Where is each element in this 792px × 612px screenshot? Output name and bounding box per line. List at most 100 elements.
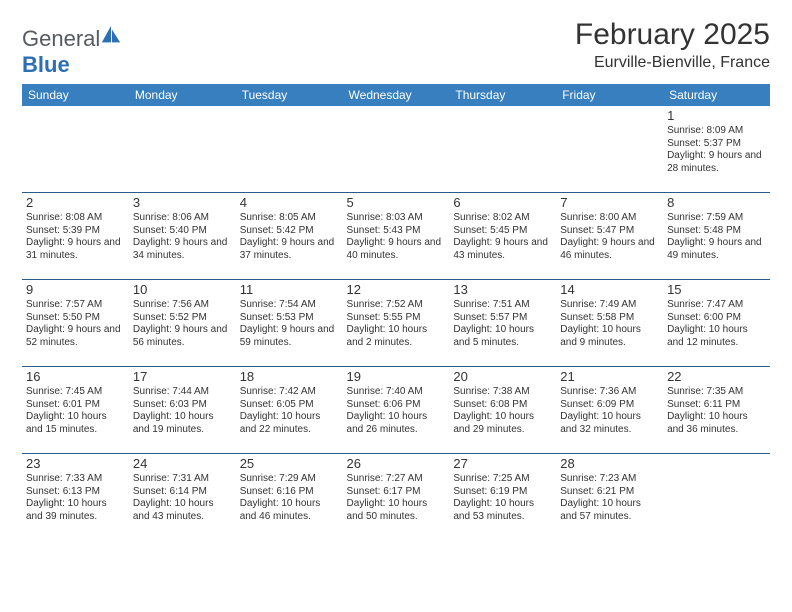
sunrise-line: Sunrise: 7:27 AM <box>347 473 423 484</box>
calendar-cell: 12Sunrise: 7:52 AMSunset: 5:55 PMDayligh… <box>343 280 450 367</box>
daylight-line: Daylight: 9 hours and 37 minutes. <box>240 237 335 261</box>
day-info: Sunrise: 8:06 AMSunset: 5:40 PMDaylight:… <box>133 212 232 262</box>
day-info: Sunrise: 8:08 AMSunset: 5:39 PMDaylight:… <box>26 212 125 262</box>
sunrise-line: Sunrise: 8:00 AM <box>560 212 636 223</box>
sunset-line: Sunset: 5:48 PM <box>667 225 741 236</box>
daylight-line: Daylight: 10 hours and 50 minutes. <box>347 498 428 522</box>
sunrise-line: Sunrise: 7:29 AM <box>240 473 316 484</box>
sunset-line: Sunset: 6:05 PM <box>240 399 314 410</box>
sunrise-line: Sunrise: 7:57 AM <box>26 299 102 310</box>
sunset-line: Sunset: 6:03 PM <box>133 399 207 410</box>
daylight-line: Daylight: 9 hours and 59 minutes. <box>240 324 335 348</box>
calendar-cell: 11Sunrise: 7:54 AMSunset: 5:53 PMDayligh… <box>236 280 343 367</box>
daylight-line: Daylight: 10 hours and 29 minutes. <box>453 411 534 435</box>
sunrise-line: Sunrise: 7:36 AM <box>560 386 636 397</box>
sunset-line: Sunset: 5:42 PM <box>240 225 314 236</box>
sunrise-line: Sunrise: 7:42 AM <box>240 386 316 397</box>
sunset-line: Sunset: 5:39 PM <box>26 225 100 236</box>
logo-text: General Blue <box>22 24 122 78</box>
calendar-cell: 7Sunrise: 8:00 AMSunset: 5:47 PMDaylight… <box>556 193 663 280</box>
calendar-row: 23Sunrise: 7:33 AMSunset: 6:13 PMDayligh… <box>22 454 770 541</box>
day-number: 15 <box>667 282 766 298</box>
weekday-header-row: Sunday Monday Tuesday Wednesday Thursday… <box>22 84 770 106</box>
day-number: 11 <box>240 282 339 298</box>
sunset-line: Sunset: 6:14 PM <box>133 486 207 497</box>
daylight-line: Daylight: 10 hours and 9 minutes. <box>560 324 641 348</box>
calendar-cell: 1Sunrise: 8:09 AMSunset: 5:37 PMDaylight… <box>663 106 770 193</box>
calendar-cell: 25Sunrise: 7:29 AMSunset: 6:16 PMDayligh… <box>236 454 343 541</box>
daylight-line: Daylight: 10 hours and 46 minutes. <box>240 498 321 522</box>
daylight-line: Daylight: 10 hours and 26 minutes. <box>347 411 428 435</box>
day-info: Sunrise: 8:02 AMSunset: 5:45 PMDaylight:… <box>453 212 552 262</box>
day-number: 3 <box>133 195 232 211</box>
day-number: 22 <box>667 369 766 385</box>
calendar-row: 2Sunrise: 8:08 AMSunset: 5:39 PMDaylight… <box>22 193 770 280</box>
sunrise-line: Sunrise: 7:40 AM <box>347 386 423 397</box>
day-number: 9 <box>26 282 125 298</box>
day-info: Sunrise: 7:33 AMSunset: 6:13 PMDaylight:… <box>26 473 125 523</box>
daylight-line: Daylight: 9 hours and 31 minutes. <box>26 237 121 261</box>
day-info: Sunrise: 7:42 AMSunset: 6:05 PMDaylight:… <box>240 386 339 436</box>
day-info: Sunrise: 7:25 AM Sunset: 6:19 PMDaylight:… <box>453 473 552 523</box>
logo: General Blue <box>22 18 122 78</box>
calendar-cell: 15Sunrise: 7:47 AMSunset: 6:00 PMDayligh… <box>663 280 770 367</box>
calendar-cell: 22Sunrise: 7:35 AMSunset: 6:11 PMDayligh… <box>663 367 770 454</box>
day-number: 19 <box>347 369 446 385</box>
daylight-line: Daylight: 10 hours and 39 minutes. <box>26 498 107 522</box>
sunset-line: Sunset: 5:40 PM <box>133 225 207 236</box>
daylight-line: Daylight: 10 hours and 36 minutes. <box>667 411 748 435</box>
calendar-cell: 13Sunrise: 7:51 AMSunset: 5:57 PMDayligh… <box>449 280 556 367</box>
daylight-line: Daylight: 10 hours and 2 minutes. <box>347 324 428 348</box>
sunset-line: Sunset: 5:37 PM <box>667 138 741 149</box>
day-number: 2 <box>26 195 125 211</box>
page-title: February 2025 <box>575 18 770 52</box>
calendar-row: 16Sunrise: 7:45 AMSunset: 6:01 PMDayligh… <box>22 367 770 454</box>
day-info: Sunrise: 7:44 AMSunset: 6:03 PMDaylight:… <box>133 386 232 436</box>
calendar-page: General Blue February 2025 Eurville-Bien… <box>0 0 792 540</box>
daylight-line: Daylight: 9 hours and 40 minutes. <box>347 237 442 261</box>
calendar-cell: 14Sunrise: 7:49 AMSunset: 5:58 PMDayligh… <box>556 280 663 367</box>
calendar-cell <box>449 106 556 193</box>
day-info: Sunrise: 8:03 AMSunset: 5:43 PMDaylight:… <box>347 212 446 262</box>
day-info: Sunrise: 7:35 AMSunset: 6:11 PMDaylight:… <box>667 386 766 436</box>
day-number: 18 <box>240 369 339 385</box>
daylight-line: Daylight: 10 hours and 19 minutes. <box>133 411 214 435</box>
day-info: Sunrise: 7:29 AMSunset: 6:16 PMDaylight:… <box>240 473 339 523</box>
sunset-line: Sunset: 6:19 PM <box>453 486 527 497</box>
calendar-cell: 18Sunrise: 7:42 AMSunset: 6:05 PMDayligh… <box>236 367 343 454</box>
sunrise-line: Sunrise: 7:25 AM <box>453 473 529 484</box>
daylight-line: Daylight: 10 hours and 12 minutes. <box>667 324 748 348</box>
daylight-line: Daylight: 10 hours and 15 minutes. <box>26 411 107 435</box>
day-number: 16 <box>26 369 125 385</box>
daylight-line: Daylight: 9 hours and 56 minutes. <box>133 324 228 348</box>
sunrise-line: Sunrise: 7:33 AM <box>26 473 102 484</box>
sunset-line: Sunset: 6:08 PM <box>453 399 527 410</box>
sunset-line: Sunset: 5:52 PM <box>133 312 207 323</box>
weekday-header: Sunday <box>22 84 129 106</box>
sunrise-line: Sunrise: 8:02 AM <box>453 212 529 223</box>
calendar-cell: 24Sunrise: 7:31 AMSunset: 6:14 PMDayligh… <box>129 454 236 541</box>
sunset-line: Sunset: 5:53 PM <box>240 312 314 323</box>
weekday-header: Wednesday <box>343 84 450 106</box>
calendar-cell <box>236 106 343 193</box>
sail-icon <box>100 24 122 46</box>
day-number: 6 <box>453 195 552 211</box>
sunrise-line: Sunrise: 7:35 AM <box>667 386 743 397</box>
daylight-line: Daylight: 9 hours and 43 minutes. <box>453 237 548 261</box>
day-number: 28 <box>560 456 659 472</box>
calendar-cell: 17Sunrise: 7:44 AMSunset: 6:03 PMDayligh… <box>129 367 236 454</box>
daylight-line: Daylight: 10 hours and 57 minutes. <box>560 498 641 522</box>
calendar-cell: 26Sunrise: 7:27 AMSunset: 6:17 PMDayligh… <box>343 454 450 541</box>
calendar-row: 9Sunrise: 7:57 AMSunset: 5:50 PMDaylight… <box>22 280 770 367</box>
sunset-line: Sunset: 6:21 PM <box>560 486 634 497</box>
day-number: 5 <box>347 195 446 211</box>
weekday-header: Friday <box>556 84 663 106</box>
sunrise-line: Sunrise: 7:51 AM <box>453 299 529 310</box>
title-block: February 2025 Eurville-Bienville, France <box>575 18 770 72</box>
weekday-header: Tuesday <box>236 84 343 106</box>
daylight-line: Daylight: 10 hours and 32 minutes. <box>560 411 641 435</box>
daylight-line: Daylight: 10 hours and 53 minutes. <box>453 498 534 522</box>
day-number: 23 <box>26 456 125 472</box>
day-number: 14 <box>560 282 659 298</box>
sunrise-line: Sunrise: 7:49 AM <box>560 299 636 310</box>
